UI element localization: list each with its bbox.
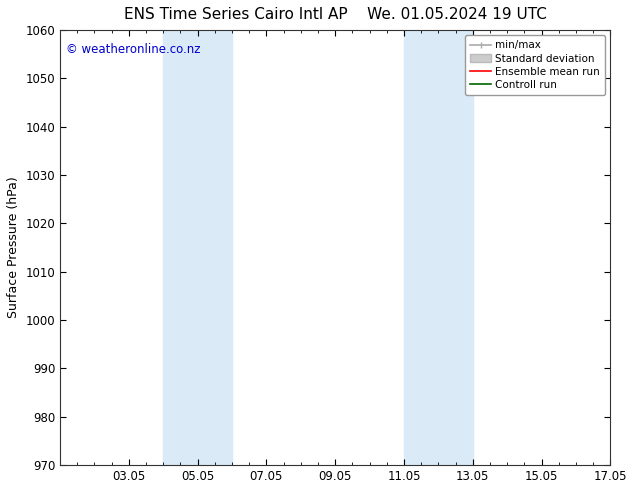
Text: © weatheronline.co.nz: © weatheronline.co.nz bbox=[65, 43, 200, 56]
Legend: min/max, Standard deviation, Ensemble mean run, Controll run: min/max, Standard deviation, Ensemble me… bbox=[465, 35, 605, 95]
Bar bbox=[404, 30, 473, 465]
Title: ENS Time Series Cairo Intl AP    We. 01.05.2024 19 UTC: ENS Time Series Cairo Intl AP We. 01.05.… bbox=[124, 7, 547, 22]
Y-axis label: Surface Pressure (hPa): Surface Pressure (hPa) bbox=[7, 177, 20, 318]
Bar bbox=[164, 30, 232, 465]
